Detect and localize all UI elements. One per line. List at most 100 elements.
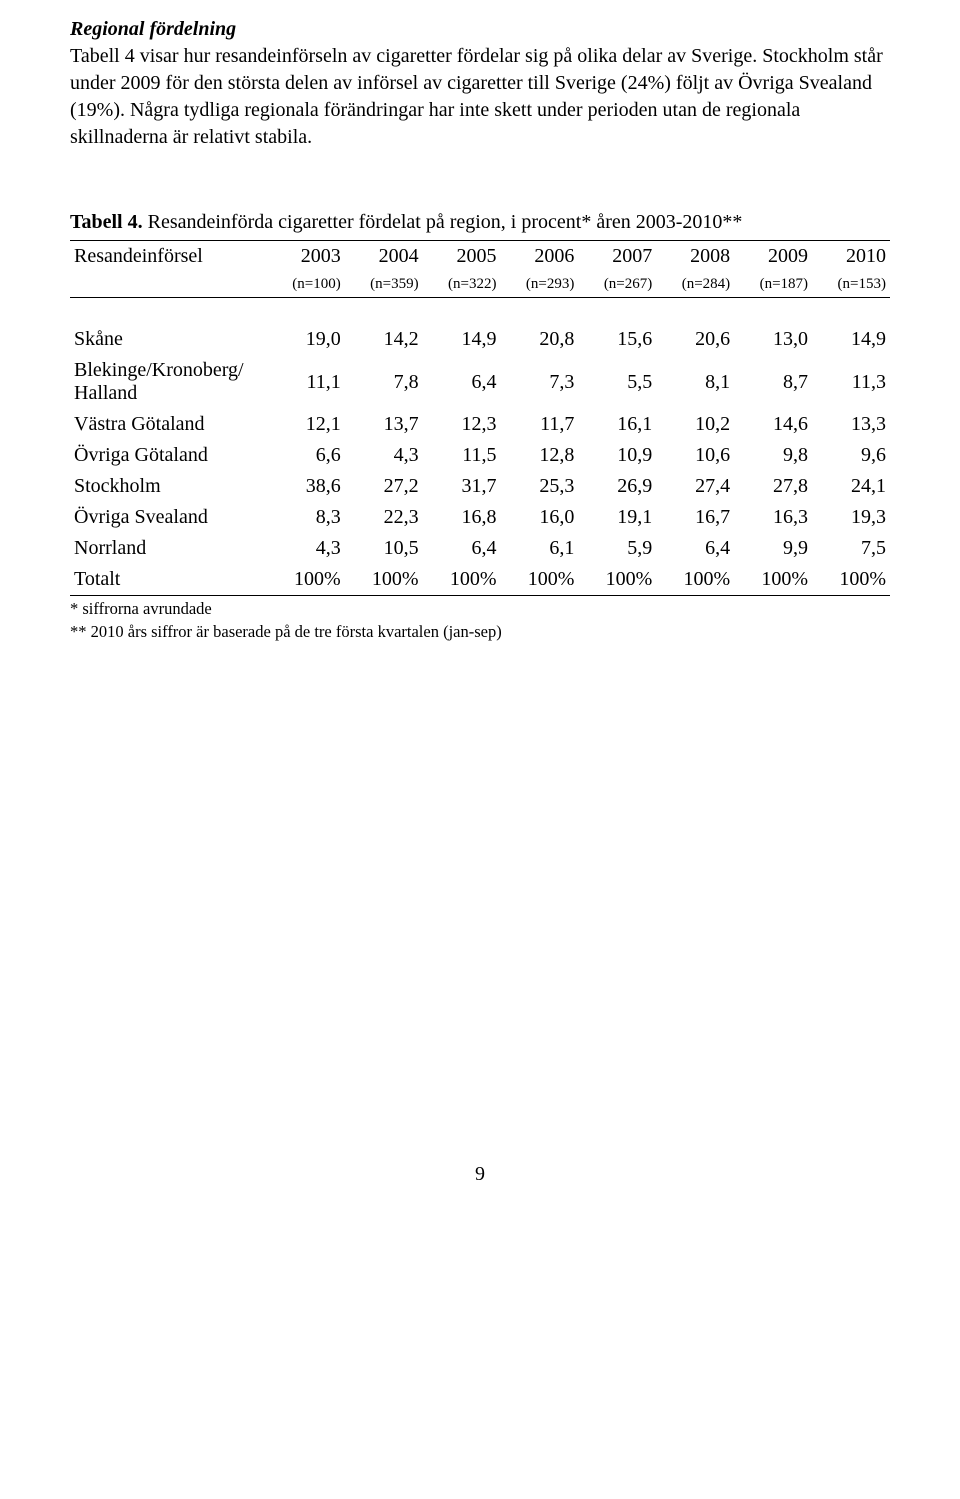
table-row: Västra Götaland12,113,712,311,716,110,21… [70, 409, 890, 440]
value-cell: 6,4 [423, 533, 501, 564]
value-cell: 4,3 [267, 533, 345, 564]
value-cell: 31,7 [423, 471, 501, 502]
year-header: 2005 [423, 241, 501, 272]
year-header: 2004 [345, 241, 423, 272]
year-header: 2006 [500, 241, 578, 272]
table-row: Blekinge/Kronoberg/Halland11,17,86,47,35… [70, 355, 890, 409]
n-cell: (n=359) [345, 272, 423, 297]
value-cell: 14,9 [812, 324, 890, 355]
value-cell: 11,5 [423, 440, 501, 471]
table-row: Övriga Svealand8,322,316,816,019,116,716… [70, 502, 890, 533]
value-cell: 27,4 [656, 471, 734, 502]
value-cell: 10,5 [345, 533, 423, 564]
table-caption-prefix: Tabell 4. [70, 211, 143, 233]
value-cell: 7,8 [345, 355, 423, 409]
value-cell: 6,1 [500, 533, 578, 564]
table-row: Övriga Götaland6,64,311,512,810,910,69,8… [70, 440, 890, 471]
totals-label: Totalt [70, 564, 267, 595]
n-row-empty [70, 272, 267, 297]
row-label: Västra Götaland [70, 409, 267, 440]
value-cell: 5,5 [578, 355, 656, 409]
value-cell: 16,3 [734, 502, 812, 533]
value-cell: 19,0 [267, 324, 345, 355]
value-cell: 9,9 [734, 533, 812, 564]
value-cell: 5,9 [578, 533, 656, 564]
value-cell: 8,1 [656, 355, 734, 409]
value-cell: 22,3 [345, 502, 423, 533]
page-content: Regional fördelning Tabell 4 visar hur r… [0, 0, 960, 1226]
value-cell: 4,3 [345, 440, 423, 471]
value-cell: 16,8 [423, 502, 501, 533]
value-cell: 27,8 [734, 471, 812, 502]
page-number: 9 [70, 1163, 890, 1186]
row-label: Norrland [70, 533, 267, 564]
table-caption-rest: Resandeinförda cigaretter fördelat på re… [143, 211, 743, 233]
value-cell: 11,7 [500, 409, 578, 440]
value-cell: 12,8 [500, 440, 578, 471]
data-table: Resandeinförsel 200320042005200620072008… [70, 241, 890, 595]
value-cell: 14,9 [423, 324, 501, 355]
n-cell: (n=322) [423, 272, 501, 297]
totals-cell: 100% [578, 564, 656, 595]
year-header: 2010 [812, 241, 890, 272]
totals-cell: 100% [812, 564, 890, 595]
totals-cell: 100% [656, 564, 734, 595]
value-cell: 16,0 [500, 502, 578, 533]
value-cell: 12,1 [267, 409, 345, 440]
n-cell: (n=284) [656, 272, 734, 297]
footnote-2: ** 2010 års siffror är baserade på de tr… [70, 621, 890, 642]
section-heading: Regional fördelning [70, 18, 890, 41]
intro-paragraph: Tabell 4 visar hur resandeinförseln av c… [70, 43, 890, 151]
value-cell: 13,7 [345, 409, 423, 440]
value-cell: 13,3 [812, 409, 890, 440]
table-header-row: Resandeinförsel 200320042005200620072008… [70, 241, 890, 272]
value-cell: 10,2 [656, 409, 734, 440]
value-cell: 12,3 [423, 409, 501, 440]
n-cell: (n=267) [578, 272, 656, 297]
n-cell: (n=293) [500, 272, 578, 297]
totals-row: Totalt100%100%100%100%100%100%100%100% [70, 564, 890, 595]
value-cell: 19,3 [812, 502, 890, 533]
value-cell: 8,7 [734, 355, 812, 409]
n-cell: (n=187) [734, 272, 812, 297]
value-cell: 7,3 [500, 355, 578, 409]
value-cell: 26,9 [578, 471, 656, 502]
value-cell: 27,2 [345, 471, 423, 502]
totals-cell: 100% [423, 564, 501, 595]
value-cell: 14,6 [734, 409, 812, 440]
table-row: Norrland4,310,56,46,15,96,49,97,5 [70, 533, 890, 564]
value-cell: 15,6 [578, 324, 656, 355]
year-header: 2009 [734, 241, 812, 272]
table-n-row: (n=100)(n=359)(n=322)(n=293)(n=267)(n=28… [70, 272, 890, 297]
value-cell: 20,6 [656, 324, 734, 355]
value-cell: 24,1 [812, 471, 890, 502]
year-header: 2008 [656, 241, 734, 272]
value-cell: 10,9 [578, 440, 656, 471]
row-label: Övriga Svealand [70, 502, 267, 533]
value-cell: 16,1 [578, 409, 656, 440]
n-cell: (n=100) [267, 272, 345, 297]
value-cell: 6,4 [423, 355, 501, 409]
n-cell: (n=153) [812, 272, 890, 297]
table-bottom-rule [70, 595, 890, 596]
value-cell: 25,3 [500, 471, 578, 502]
footnote-1: * siffrorna avrundade [70, 598, 890, 619]
totals-cell: 100% [500, 564, 578, 595]
totals-cell: 100% [345, 564, 423, 595]
rowhead-label: Resandeinförsel [70, 241, 267, 272]
value-cell: 11,1 [267, 355, 345, 409]
value-cell: 20,8 [500, 324, 578, 355]
row-label: Stockholm [70, 471, 267, 502]
totals-cell: 100% [734, 564, 812, 595]
value-cell: 9,6 [812, 440, 890, 471]
value-cell: 38,6 [267, 471, 345, 502]
value-cell: 7,5 [812, 533, 890, 564]
table-row: Stockholm38,627,231,725,326,927,427,824,… [70, 471, 890, 502]
year-header: 2007 [578, 241, 656, 272]
value-cell: 14,2 [345, 324, 423, 355]
table-caption: Tabell 4. Resandeinförda cigaretter förd… [70, 211, 890, 234]
value-cell: 8,3 [267, 502, 345, 533]
value-cell: 19,1 [578, 502, 656, 533]
value-cell: 13,0 [734, 324, 812, 355]
value-cell: 9,8 [734, 440, 812, 471]
